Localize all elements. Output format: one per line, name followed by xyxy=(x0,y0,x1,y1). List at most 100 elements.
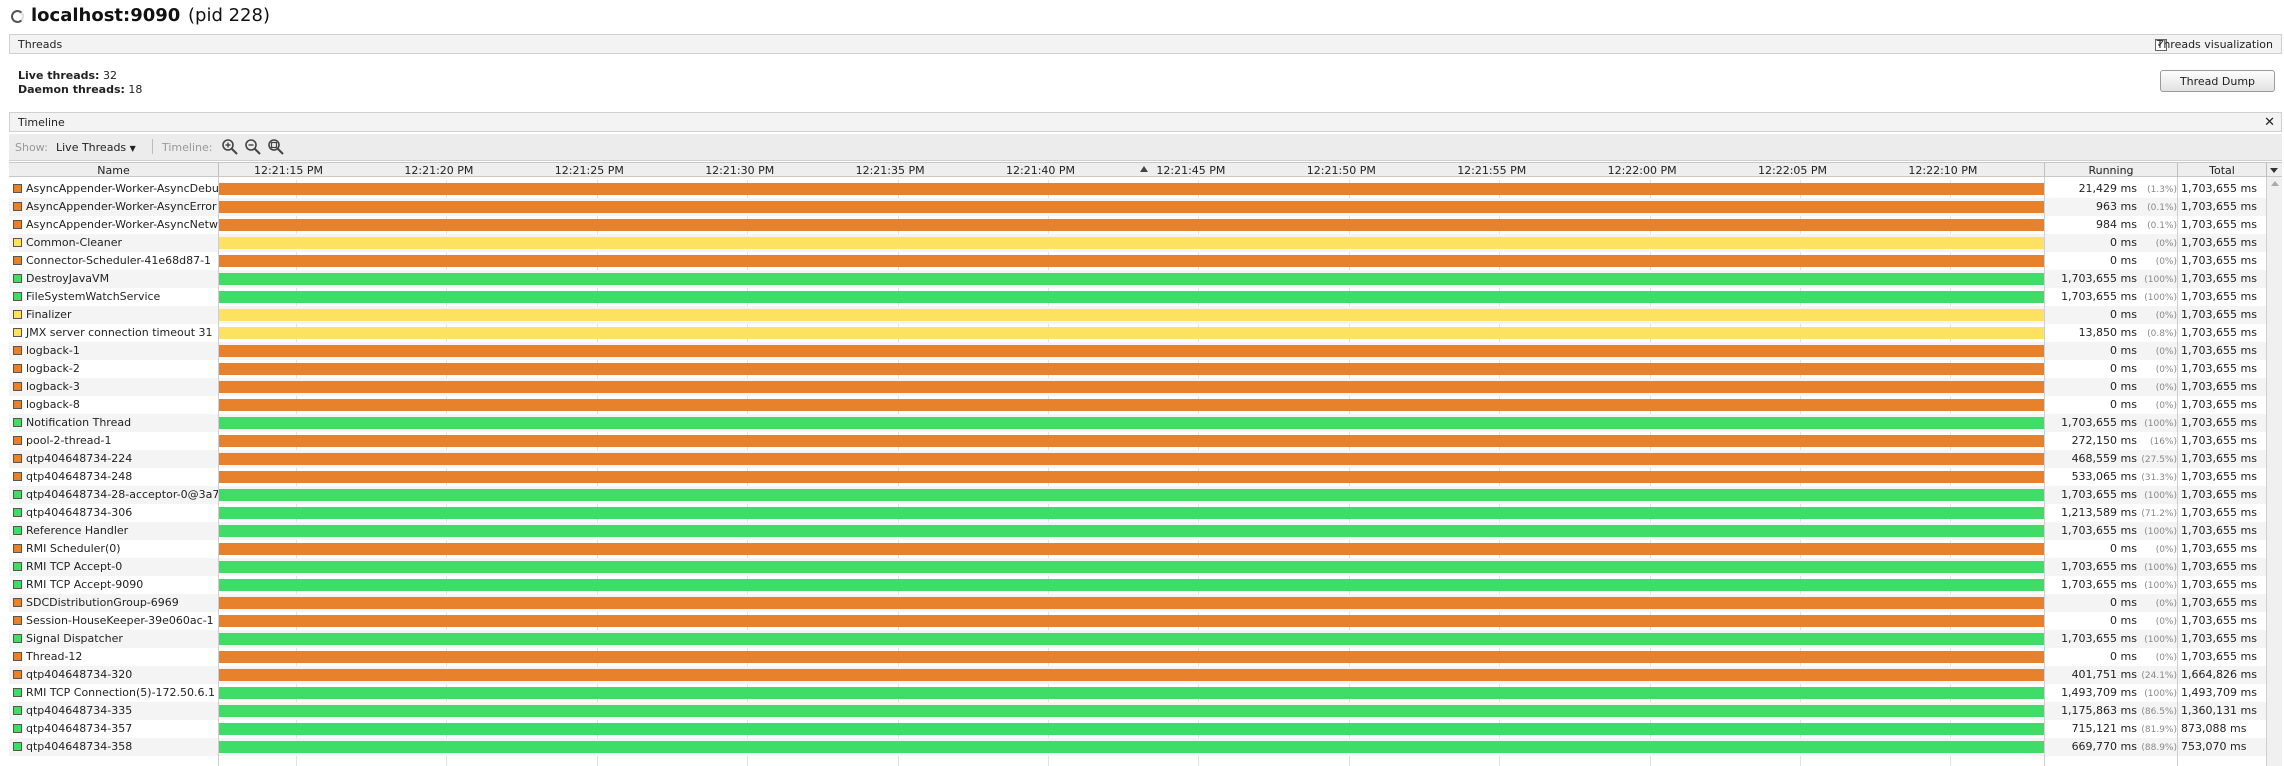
thread-state-bar[interactable] xyxy=(218,579,2044,591)
thread-state-bar[interactable] xyxy=(218,489,2044,501)
timeline-position-marker-icon[interactable] xyxy=(1140,166,1148,172)
thread-name-cell[interactable]: JMX server connection timeout 31 xyxy=(9,324,218,342)
thread-row[interactable]: logback-2 0 ms (0%) 1,703,655 ms xyxy=(9,360,2282,378)
thread-name-cell[interactable]: logback-8 xyxy=(9,396,218,414)
thread-row[interactable]: RMI TCP Accept-9090 1,703,655 ms (100%) 1,7… xyxy=(9,576,2282,594)
thread-row[interactable]: JMX server connection timeout 31 13,850 m… xyxy=(9,324,2282,342)
thread-row[interactable]: Finalizer 0 ms (0%) 1,703,655 ms xyxy=(9,306,2282,324)
thread-row[interactable]: Thread-12 0 ms (0%) 1,703,655 ms xyxy=(9,648,2282,666)
thread-name-cell[interactable]: logback-3 xyxy=(9,378,218,396)
thread-row[interactable]: AsyncAppender-Worker-AsyncDebug 21,429 ms… xyxy=(9,180,2282,198)
thread-state-bar[interactable] xyxy=(218,705,2044,717)
thread-name-cell[interactable]: FileSystemWatchService xyxy=(9,288,218,306)
thread-state-bar[interactable] xyxy=(218,381,2044,393)
thread-state-bar[interactable] xyxy=(218,453,2044,465)
thread-state-bar[interactable] xyxy=(218,435,2044,447)
thread-name-cell[interactable]: AsyncAppender-Worker-AsyncError xyxy=(9,198,218,216)
thread-state-bar[interactable] xyxy=(218,543,2044,555)
thread-name-cell[interactable]: pool-2-thread-1 xyxy=(9,432,218,450)
thread-state-bar[interactable] xyxy=(218,417,2044,429)
thread-name-cell[interactable]: Common-Cleaner xyxy=(9,234,218,252)
thread-state-bar[interactable] xyxy=(218,723,2044,735)
thread-row[interactable]: logback-8 0 ms (0%) 1,703,655 ms xyxy=(9,396,2282,414)
thread-state-bar[interactable] xyxy=(218,651,2044,663)
thread-name-cell[interactable]: logback-2 xyxy=(9,360,218,378)
thread-row[interactable]: qtp404648734-28-acceptor-0@3a7 1,703,655 … xyxy=(9,486,2282,504)
thread-row[interactable]: AsyncAppender-Worker-AsyncError 963 ms (0.… xyxy=(9,198,2282,216)
thread-row[interactable]: qtp404648734-248 533,065 ms (31.3%) 1,703,6… xyxy=(9,468,2282,486)
thread-row[interactable]: SDCDistributionGroup-6969 0 ms (0%) 1,703,6… xyxy=(9,594,2282,612)
thread-state-bar[interactable] xyxy=(218,399,2044,411)
thread-row[interactable]: Connector-Scheduler-41e68d87-1 0 ms (0%) 1,… xyxy=(9,252,2282,270)
thread-state-bar[interactable] xyxy=(218,201,2044,213)
thread-name-cell[interactable]: Finalizer xyxy=(9,306,218,324)
thread-state-bar[interactable] xyxy=(218,219,2044,231)
vertical-scrollbar[interactable] xyxy=(2266,177,2282,766)
thread-row[interactable]: logback-3 0 ms (0%) 1,703,655 ms xyxy=(9,378,2282,396)
thread-name-cell[interactable]: qtp404648734-335 xyxy=(9,702,218,720)
thread-row[interactable]: RMI TCP Connection(5)-172.50.6.1 1,493,70… xyxy=(9,684,2282,702)
thread-row[interactable]: Reference Handler 1,703,655 ms (100%) 1,703… xyxy=(9,522,2282,540)
thread-row[interactable]: Session-HouseKeeper-39e060ac-1 0 ms (0%) 1,… xyxy=(9,612,2282,630)
thread-state-bar[interactable] xyxy=(218,327,2044,339)
thread-row[interactable]: qtp404648734-358 669,770 ms (88.9%) 753,070… xyxy=(9,738,2282,756)
thread-state-bar[interactable] xyxy=(218,597,2044,609)
thread-name-cell[interactable]: qtp404648734-320 xyxy=(9,666,218,684)
thread-row[interactable]: qtp404648734-306 1,213,589 ms (71.2%) 1,703… xyxy=(9,504,2282,522)
thread-name-cell[interactable]: RMI TCP Accept-9090 xyxy=(9,576,218,594)
column-header-running[interactable]: Running xyxy=(2088,164,2134,177)
thread-name-cell[interactable]: qtp404648734-28-acceptor-0@3a7 xyxy=(9,486,218,504)
close-icon[interactable]: ✕ xyxy=(2264,115,2275,130)
thread-state-bar[interactable] xyxy=(218,561,2044,573)
thread-row[interactable]: DestroyJavaVM 1,703,655 ms (100%) 1,703,655… xyxy=(9,270,2282,288)
thread-row[interactable]: RMI Scheduler(0) 0 ms (0%) 1,703,655 ms xyxy=(9,540,2282,558)
zoom-fit-icon[interactable] xyxy=(267,138,285,156)
thread-name-cell[interactable]: Connector-Scheduler-41e68d87-1 xyxy=(9,252,218,270)
thread-row[interactable]: pool-2-thread-1 272,150 ms (16%) 1,703,655 … xyxy=(9,432,2282,450)
thread-state-bar[interactable] xyxy=(218,255,2044,267)
thread-state-bar[interactable] xyxy=(218,237,2044,249)
thread-state-bar[interactable] xyxy=(218,273,2044,285)
thread-name-cell[interactable]: qtp404648734-306 xyxy=(9,504,218,522)
thread-state-bar[interactable] xyxy=(218,507,2044,519)
column-menu-icon[interactable] xyxy=(2266,163,2282,177)
thread-name-cell[interactable]: RMI Scheduler(0) xyxy=(9,540,218,558)
thread-row[interactable]: qtp404648734-320 401,751 ms (24.1%) 1,664,8… xyxy=(9,666,2282,684)
thread-name-cell[interactable]: logback-1 xyxy=(9,342,218,360)
thread-state-bar[interactable] xyxy=(218,309,2044,321)
thread-row[interactable]: qtp404648734-224 468,559 ms (27.5%) 1,703,6… xyxy=(9,450,2282,468)
threads-visualization-label[interactable]: Threads visualization xyxy=(2156,38,2273,51)
thread-state-bar[interactable] xyxy=(218,741,2044,753)
thread-name-cell[interactable]: AsyncAppender-Worker-AsyncDebug xyxy=(9,180,218,198)
thread-state-bar[interactable] xyxy=(218,633,2044,645)
thread-row[interactable]: AsyncAppender-Worker-AsyncNetwork 984 ms (… xyxy=(9,216,2282,234)
thread-row[interactable]: FileSystemWatchService 1,703,655 ms (100%)… xyxy=(9,288,2282,306)
thread-name-cell[interactable]: qtp404648734-224 xyxy=(9,450,218,468)
thread-row[interactable]: qtp404648734-335 1,175,863 ms (86.5%) 1,360… xyxy=(9,702,2282,720)
thread-name-cell[interactable]: Notification Thread xyxy=(9,414,218,432)
thread-name-cell[interactable]: RMI TCP Connection(5)-172.50.6.1 xyxy=(9,684,218,702)
zoom-out-icon[interactable] xyxy=(244,138,262,156)
thread-name-cell[interactable]: DestroyJavaVM xyxy=(9,270,218,288)
thread-name-cell[interactable]: qtp404648734-248 xyxy=(9,468,218,486)
thread-name-cell[interactable]: Session-HouseKeeper-39e060ac-1 xyxy=(9,612,218,630)
thread-name-cell[interactable]: RMI TCP Accept-0 xyxy=(9,558,218,576)
thread-dump-button[interactable]: Thread Dump xyxy=(2160,70,2275,92)
thread-row[interactable]: Signal Dispatcher 1,703,655 ms (100%) 1,703… xyxy=(9,630,2282,648)
thread-name-cell[interactable]: qtp404648734-357 xyxy=(9,720,218,738)
threads-visualization-checkbox[interactable]: ✓ xyxy=(2155,39,2167,51)
thread-name-cell[interactable]: Reference Handler xyxy=(9,522,218,540)
thread-state-bar[interactable] xyxy=(218,669,2044,681)
thread-state-bar[interactable] xyxy=(218,291,2044,303)
thread-row[interactable]: Notification Thread 1,703,655 ms (100%) 1,7… xyxy=(9,414,2282,432)
zoom-in-icon[interactable] xyxy=(221,138,239,156)
scroll-up-icon[interactable] xyxy=(2271,181,2279,186)
thread-row[interactable]: logback-1 0 ms (0%) 1,703,655 ms xyxy=(9,342,2282,360)
thread-name-cell[interactable]: Thread-12 xyxy=(9,648,218,666)
column-header-name[interactable]: Name xyxy=(97,164,130,177)
thread-name-cell[interactable]: SDCDistributionGroup-6969 xyxy=(9,594,218,612)
thread-state-bar[interactable] xyxy=(218,687,2044,699)
thread-row[interactable]: qtp404648734-357 715,121 ms (81.9%) 873,088… xyxy=(9,720,2282,738)
show-dropdown[interactable]: Live Threads ▼ xyxy=(56,141,136,154)
thread-row[interactable]: Common-Cleaner 0 ms (0%) 1,703,655 ms xyxy=(9,234,2282,252)
